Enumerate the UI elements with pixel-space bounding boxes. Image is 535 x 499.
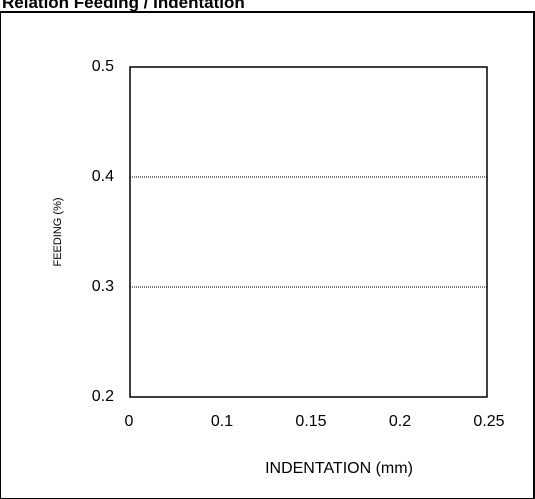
x-tick-label: 0.1: [211, 413, 233, 430]
chart-frame: [0, 11, 535, 499]
x-tick-label: 0.2: [389, 413, 411, 430]
chart-title: Relation Feeding / Indentation: [2, 0, 245, 12]
y-tick-label: 0.3: [92, 278, 114, 295]
x-tick-label: 0.25: [473, 413, 504, 430]
y-tick-label: 0.4: [92, 168, 114, 185]
y-tick-label: 0.5: [92, 58, 114, 75]
x-tick-label: 0: [125, 413, 134, 430]
y-axis-label: FEEDING (%): [52, 197, 64, 266]
plot-area: [129, 66, 488, 398]
x-tick-label: 0.15: [295, 413, 326, 430]
x-axis-label: INDENTATION (mm): [265, 460, 413, 477]
y-tick-label: 0.2: [92, 388, 114, 405]
